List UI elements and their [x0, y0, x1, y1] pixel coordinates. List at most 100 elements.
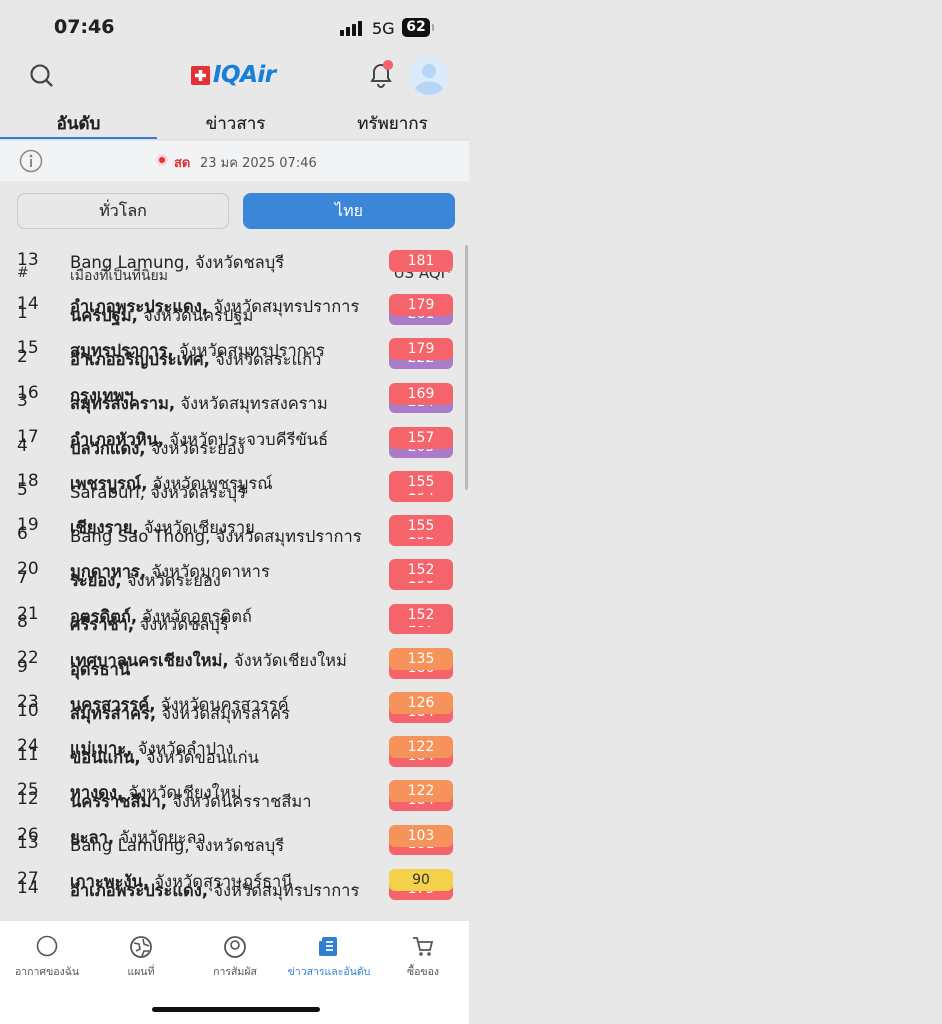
- province-name: จังหวัดนครราชสีมา: [172, 792, 312, 812]
- province-name: จังหวัดสุราษฎร์ธานี: [154, 871, 293, 891]
- aqi-badge: 152: [389, 559, 453, 582]
- logo-text: IQAir: [213, 62, 276, 88]
- rank: 22: [17, 647, 39, 668]
- rank: 15: [17, 338, 39, 359]
- toggle-button[interactable]: ทั่วโลก: [17, 193, 229, 229]
- live-dot: [156, 154, 168, 166]
- nav-icon[interactable]: [36, 935, 58, 958]
- province-name: จังหวัดสระแก้ว: [215, 350, 322, 370]
- toggle-button[interactable]: ไทย: [243, 193, 455, 229]
- rank: 1: [17, 303, 28, 323]
- logo-text: IQAir: [213, 62, 276, 88]
- rank: 26: [17, 824, 39, 845]
- province-name: จังหวัดเชียงใหม่: [128, 783, 242, 803]
- province-name: จังหวัดเชียงราย: [143, 518, 255, 538]
- aqi-badge: 179: [389, 294, 453, 317]
- live-timestamp: 23 มค 2025 07:46: [200, 156, 317, 171]
- aqi-badge: 181: [389, 250, 453, 272]
- city: ขอนแก่น, จังหวัดขอนแก่น: [70, 745, 259, 771]
- city: Bang Lamung, จังหวัดชลบุรี: [70, 250, 284, 276]
- city-name: เทศบาลนครเชียงใหม่,: [70, 650, 229, 670]
- city-name: แม่เมาะ,: [70, 739, 133, 759]
- city: สมุทรสาคร, จังหวัดสมุทรสาคร: [70, 701, 290, 727]
- aqi-badge: 122: [389, 780, 453, 803]
- nav-icon[interactable]: [318, 936, 340, 958]
- city: อำเภอพระประแดง, จังหวัดสมุทรปราการ: [70, 878, 359, 904]
- nav-icon[interactable]: [412, 936, 434, 958]
- city-name: กรุงเทพฯ: [70, 385, 134, 405]
- rank: 25: [17, 780, 39, 801]
- signal-icon: [340, 21, 362, 36]
- city: เชียงราย, จังหวัดเชียงราย: [70, 515, 255, 541]
- province-name: จังหวัดสมุทรปราการ: [213, 880, 360, 900]
- rank: 10: [17, 700, 39, 721]
- aqi-badge: 122: [389, 736, 453, 759]
- city-name: ขอนแก่น,: [70, 748, 141, 767]
- notification-button[interactable]: [369, 60, 393, 88]
- rank: 4: [17, 435, 28, 456]
- tab[interactable]: อันดับ: [56, 114, 101, 134]
- province-name: จังหวัดสมุทรปราการ: [215, 527, 362, 546]
- city-name: อำเภอพระประแดง,: [70, 297, 209, 317]
- rank: 13: [17, 833, 39, 854]
- city-name: ยะลา,: [70, 827, 115, 847]
- city-name: เชียงราย,: [70, 518, 139, 538]
- province-name: จังหวัดเพชรบูรณ์: [152, 474, 273, 493]
- city-name: Bang Lamung,: [70, 836, 190, 856]
- battery-tip: [432, 24, 434, 31]
- logo-mark: [191, 66, 210, 85]
- city-name: ปลวกแดง,: [70, 438, 146, 458]
- tab[interactable]: ทรัพยากร: [357, 114, 428, 134]
- city-name: อุตรดิตถ์,: [70, 606, 138, 626]
- nav-icon[interactable]: [224, 936, 246, 958]
- province-name: จังหวัดชลบุรี: [194, 253, 285, 272]
- info-button[interactable]: [19, 149, 43, 173]
- status-time: 07:46: [54, 16, 115, 38]
- rank: 27: [17, 868, 39, 889]
- city-name: อำเภอหัวหิน,: [70, 429, 165, 449]
- aqi-badge: 157: [389, 426, 453, 449]
- nav-label[interactable]: อากาศของฉัน: [14, 966, 80, 978]
- rank: 20: [17, 559, 39, 580]
- province-name: จังหวัดมุกดาหาร: [151, 562, 270, 582]
- province-name: จังหวัดประจวบคีรีขันธ์: [169, 429, 329, 449]
- rank: 6: [17, 524, 28, 544]
- province-name: จังหวัดระยอง: [126, 571, 221, 591]
- rank: 21: [17, 603, 39, 624]
- province-name: จังหวัดสมุทรปราการ: [178, 341, 325, 361]
- city: อุตรดิตถ์, จังหวัดอุตรดิตถ์: [70, 604, 252, 630]
- rank: 9: [17, 656, 28, 677]
- rank: 12: [17, 789, 39, 810]
- city: อุดรธานี: [70, 657, 130, 683]
- city: ศรีราชา, จังหวัดชลบุรี: [70, 612, 229, 638]
- tab[interactable]: ข่าวสาร: [205, 114, 266, 134]
- home-indicator: [152, 1007, 320, 1012]
- city-name: ระยอง,: [70, 571, 122, 591]
- city: Bang Sao Thong, จังหวัดสมุทรปราการ: [70, 524, 362, 550]
- search-button[interactable]: [30, 64, 54, 88]
- aqi-badge: 103: [389, 824, 453, 847]
- province-name: จังหวัดยะลา: [119, 827, 206, 847]
- tab[interactable]: อันดับ: [56, 114, 101, 134]
- nav-label[interactable]: ข่าวสารและอันดับ: [287, 966, 371, 978]
- nav-icon[interactable]: [130, 936, 152, 958]
- nav-label[interactable]: แผนที่: [127, 966, 155, 978]
- province-name: จังหวัดสมุทรสาคร: [161, 703, 290, 723]
- nav-label[interactable]: การสัมผัส: [213, 966, 257, 978]
- nav-label[interactable]: ซื้อของ: [406, 966, 440, 978]
- tab[interactable]: ข่าวสาร: [205, 114, 266, 134]
- rank: 14: [17, 294, 39, 315]
- avatar-button[interactable]: [409, 56, 449, 96]
- aqi-badge: 179: [389, 338, 453, 361]
- live-label: สด: [174, 156, 191, 171]
- province-name: จังหวัดสมุทรสงคราม: [180, 394, 328, 414]
- city-name: สมุทรปราการ,: [70, 341, 174, 361]
- province-name: จังหวัดลำปาง: [137, 739, 234, 759]
- city: สมุทรปราการ, จังหวัดสมุทรปราการ: [70, 338, 325, 364]
- province-name: จังหวัดอุตรดิตถ์: [142, 606, 252, 626]
- tab-divider: [0, 139, 469, 140]
- tab[interactable]: ทรัพยากร: [357, 114, 428, 134]
- city: นครสวรรค์, จังหวัดนครสวรรค์: [70, 692, 289, 718]
- scrollbar: [465, 245, 468, 490]
- province-name: จังหวัดชลบุรี: [194, 836, 285, 856]
